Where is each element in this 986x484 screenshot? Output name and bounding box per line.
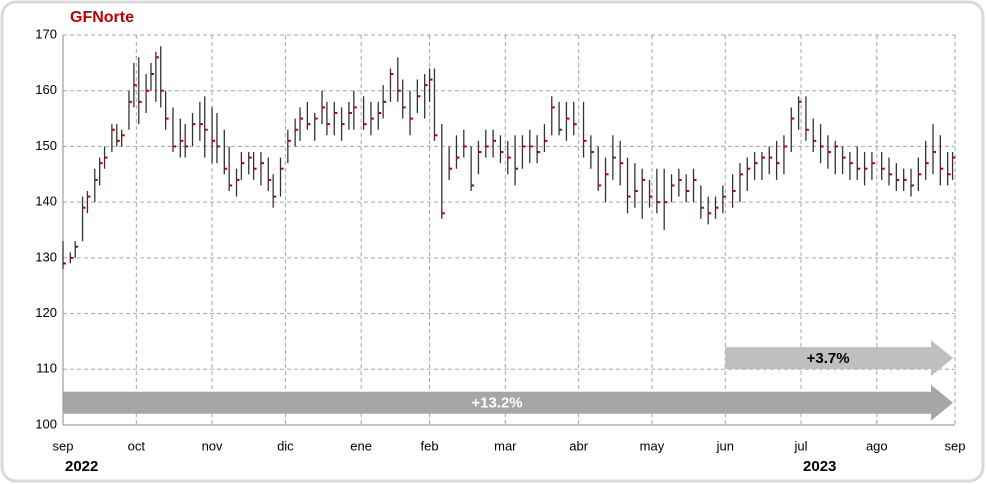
arrow: [725, 340, 953, 377]
x-tick-label: mar: [494, 438, 517, 453]
x-tick-label: may: [640, 438, 665, 453]
y-tick-label: 170: [35, 26, 57, 41]
y-tick-label: 150: [35, 138, 57, 153]
x-tick-label: ago: [866, 438, 888, 453]
x-year-label: 2022: [65, 458, 98, 475]
x-tick-label: abr: [569, 438, 588, 453]
x-tick-label: dic: [277, 438, 294, 453]
x-year-label: 2023: [803, 458, 836, 475]
chart-title: GFNorte: [70, 9, 134, 26]
y-tick-label: 100: [35, 416, 57, 431]
x-tick-label: jun: [716, 438, 734, 453]
x-tick-label: sep: [945, 438, 966, 453]
x-tick-label: ene: [350, 438, 372, 453]
x-tick-label: oct: [128, 438, 146, 453]
arrow: [63, 384, 953, 421]
y-tick-label: 140: [35, 194, 57, 209]
x-tick-label: jul: [794, 438, 808, 453]
x-tick-label: sep: [53, 438, 74, 453]
arrow-label: +13.2%: [471, 395, 522, 412]
arrow-label: +3.7%: [807, 350, 850, 367]
x-tick-label: nov: [202, 438, 223, 453]
x-tick-label: feb: [421, 438, 439, 453]
y-tick-label: 160: [35, 82, 57, 97]
y-tick-label: 110: [36, 361, 57, 376]
y-tick-label: 130: [35, 249, 57, 264]
y-tick-label: 120: [35, 305, 57, 320]
